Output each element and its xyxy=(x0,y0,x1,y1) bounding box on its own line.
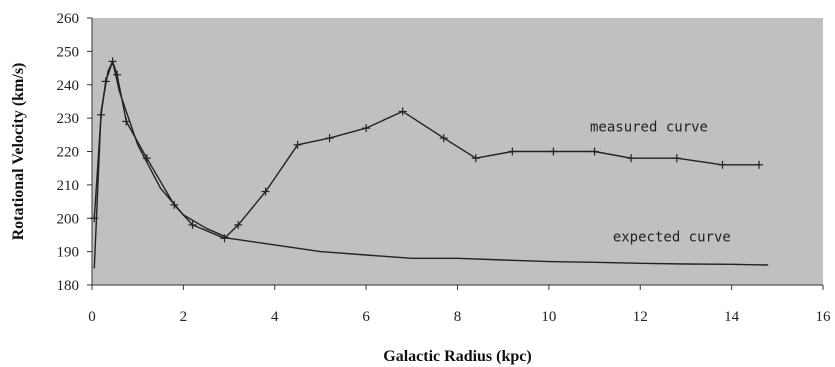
x-tick-label: 4 xyxy=(271,309,279,325)
x-tick-label: 2 xyxy=(180,309,188,325)
annotations: measured curve expected curve xyxy=(590,119,731,245)
measured-data-point xyxy=(234,220,243,229)
y-tick-label: 230 xyxy=(57,111,80,127)
y-tick-label: 250 xyxy=(57,44,80,60)
y-tick-label: 260 xyxy=(57,11,80,27)
y-axis-title: Rotational Velocity (km/s) xyxy=(10,63,27,241)
measured-data-point xyxy=(325,134,334,143)
x-tick-label: 8 xyxy=(454,309,462,325)
measured-data-point xyxy=(718,160,727,169)
x-tick-label: 12 xyxy=(633,309,648,325)
y-tick-label: 220 xyxy=(57,145,80,161)
expected-curve-line xyxy=(93,60,769,269)
measured-data-point xyxy=(508,147,517,156)
measured-curve-label: measured curve xyxy=(590,119,708,135)
x-axis-title: Galactic Radius (kpc) xyxy=(383,348,531,365)
expected-curve-label: expected curve xyxy=(613,230,731,246)
x-tick-label: 6 xyxy=(362,309,370,325)
measured-data-point xyxy=(755,160,764,169)
measured-data-point xyxy=(113,70,122,79)
axes: 0 2 4 6 8 10 12 14 16 180 190 200 210 220 230 240 250 260 xyxy=(57,11,832,325)
x-tick-label: 14 xyxy=(724,309,740,325)
measured-data-point xyxy=(439,134,448,143)
y-tick-label: 180 xyxy=(57,278,80,294)
measured-data-point xyxy=(627,154,636,163)
measured-data-point xyxy=(398,107,407,116)
y-tick-label: 200 xyxy=(57,211,80,227)
x-tick-label: 10 xyxy=(541,309,556,325)
measured-data-point xyxy=(362,124,371,133)
y-tick-label: 190 xyxy=(57,245,80,261)
series-layer xyxy=(90,57,769,269)
y-tick-label: 240 xyxy=(57,78,80,94)
x-tick-label: 0 xyxy=(88,309,96,325)
measured-data-point xyxy=(672,154,681,163)
measured-data-point xyxy=(293,140,302,149)
measured-data-point xyxy=(122,117,131,126)
plot-area xyxy=(92,18,823,285)
measured-data-point xyxy=(471,154,480,163)
measured-data-point xyxy=(549,147,558,156)
measured-data-point xyxy=(590,147,599,156)
x-tick-label: 16 xyxy=(816,309,832,325)
y-tick-label: 210 xyxy=(57,178,80,194)
measured-data-point xyxy=(188,220,197,229)
measured-data-point xyxy=(261,187,270,196)
